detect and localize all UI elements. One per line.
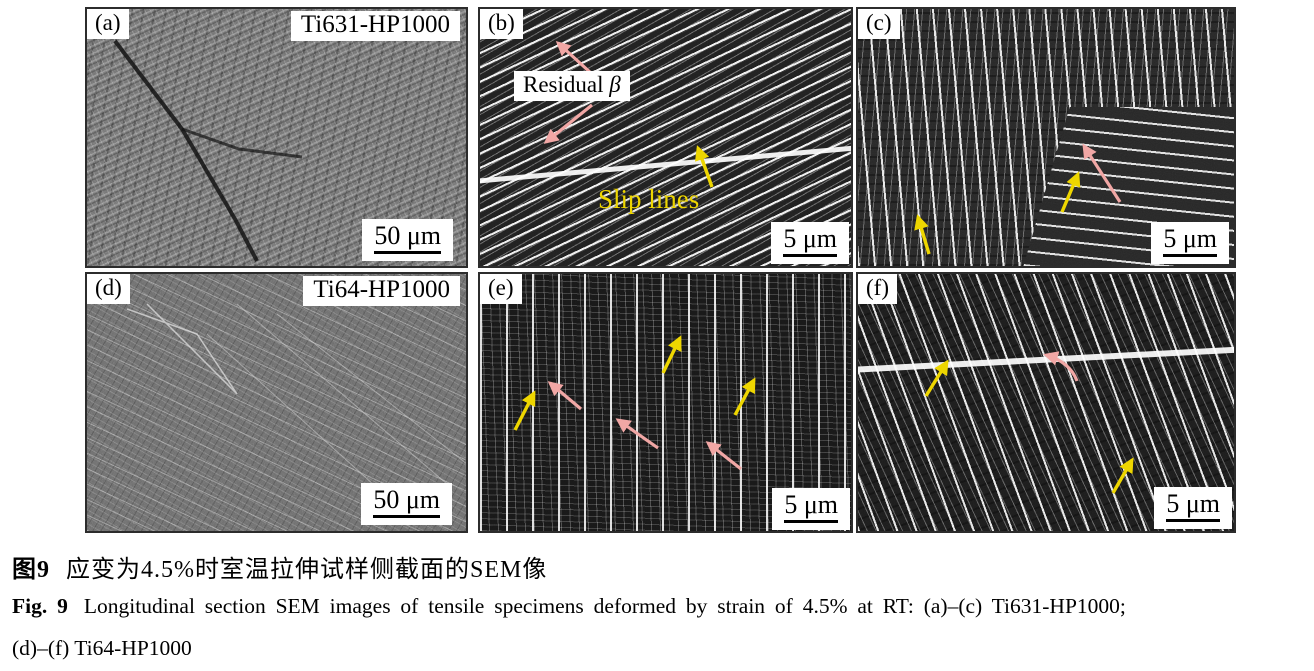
panel-label-a: (a) bbox=[87, 9, 129, 40]
sem-panel-c: (c) 5 μm bbox=[856, 7, 1236, 268]
caption-en-text: Longitudinal section SEM images of tensi… bbox=[83, 594, 1126, 618]
panel-label-f: (f) bbox=[858, 274, 897, 305]
panel-title-d: Ti64-HP1000 bbox=[303, 276, 460, 307]
sem-panel-f: (f) 5 μm bbox=[856, 272, 1236, 533]
panel-label-e: (e) bbox=[480, 274, 522, 305]
scale-line bbox=[784, 520, 838, 523]
panel-label-b: (b) bbox=[480, 9, 523, 40]
scale-bar-e: 5 μm bbox=[772, 488, 850, 530]
scale-line bbox=[1163, 254, 1217, 257]
residual-beta-label: Residual β bbox=[514, 71, 630, 102]
panel-label-c: (c) bbox=[858, 9, 900, 40]
beta-symbol: β bbox=[609, 72, 621, 97]
caption-english-line2: (d)–(f) Ti64-HP1000 bbox=[12, 636, 192, 660]
scale-bar-d: 50 μm bbox=[361, 483, 452, 525]
panel-label-d: (d) bbox=[87, 274, 130, 305]
sem-panel-d: (d) Ti64-HP1000 50 μm bbox=[85, 272, 468, 533]
scale-text: 5 μm bbox=[783, 224, 837, 253]
scale-bar-a: 50 μm bbox=[362, 219, 453, 261]
scale-text: 5 μm bbox=[1163, 224, 1217, 253]
sem-panel-b: (b) Residual β Slip lines 5 μm bbox=[478, 7, 853, 268]
scale-bar-b: 5 μm bbox=[771, 222, 849, 264]
scale-bar-c: 5 μm bbox=[1151, 222, 1229, 264]
scale-text: 50 μm bbox=[373, 485, 440, 514]
panel-title-a: Ti631-HP1000 bbox=[290, 11, 460, 42]
figure-number-en: Fig. 9 bbox=[12, 594, 68, 618]
scale-line bbox=[783, 254, 837, 257]
slip-lines-label: Slip lines bbox=[598, 184, 700, 214]
scale-text: 50 μm bbox=[374, 221, 441, 250]
scale-line bbox=[1166, 519, 1220, 522]
figure-number-zh: 图9 bbox=[12, 557, 50, 583]
caption-english-line1: Fig. 9 Longitudinal section SEM images of… bbox=[12, 594, 1126, 619]
scale-text: 5 μm bbox=[784, 490, 838, 519]
scale-line bbox=[374, 251, 441, 254]
scale-bar-f: 5 μm bbox=[1154, 487, 1232, 529]
sem-panel-e: (e) 5 μm bbox=[478, 272, 853, 533]
caption-zh-text: 应变为4.5%时室温拉伸试样侧截面的SEM像 bbox=[66, 557, 548, 583]
scale-text: 5 μm bbox=[1166, 489, 1220, 518]
scale-line bbox=[373, 515, 440, 518]
caption-chinese: 图9 应变为4.5%时室温拉伸试样侧截面的SEM像 bbox=[12, 549, 547, 584]
residual-text: Residual bbox=[523, 72, 604, 97]
sem-panel-a: (a) Ti631-HP1000 50 μm bbox=[85, 7, 468, 268]
